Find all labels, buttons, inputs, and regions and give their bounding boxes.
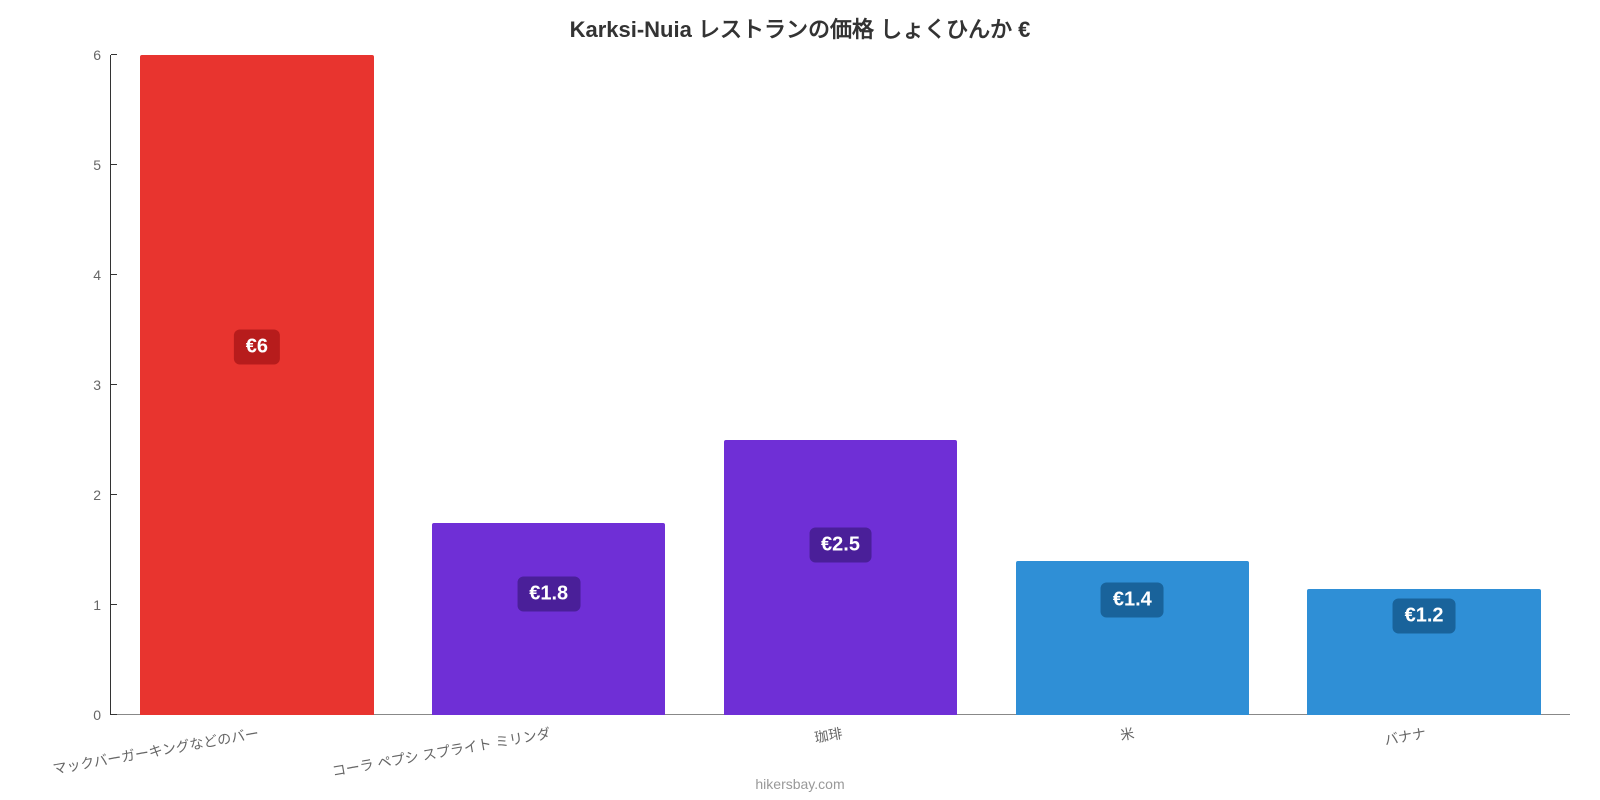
bar <box>724 440 957 715</box>
y-tick <box>111 604 117 605</box>
y-tick-label: 5 <box>93 157 111 173</box>
y-tick-label: 1 <box>93 597 111 613</box>
y-tick <box>111 164 117 165</box>
y-tick <box>111 494 117 495</box>
value-badge: €6 <box>234 329 280 364</box>
value-badge: €1.2 <box>1393 599 1456 634</box>
y-tick <box>111 714 117 715</box>
bar <box>432 523 665 716</box>
price-bar-chart: Karksi-Nuia レストランの価格 しょくひんか € 0123456€6マ… <box>0 0 1600 800</box>
value-badge: €1.4 <box>1101 582 1164 617</box>
x-tick-label: 米 <box>1119 723 1136 745</box>
x-tick-label: バナナ <box>1383 723 1428 750</box>
y-tick <box>111 274 117 275</box>
y-tick-label: 4 <box>93 267 111 283</box>
chart-title: Karksi-Nuia レストランの価格 しょくひんか € <box>0 12 1600 44</box>
y-tick <box>111 54 117 55</box>
credit-text: hikersbay.com <box>0 776 1600 792</box>
x-tick-label: コーラ ペプシ スプライト ミリンダ <box>330 723 552 781</box>
y-tick <box>111 384 117 385</box>
value-badge: €1.8 <box>517 577 580 612</box>
y-tick-label: 3 <box>93 377 111 393</box>
bar <box>140 55 373 715</box>
y-tick-label: 0 <box>93 707 111 723</box>
plot-area: 0123456€6マックバーガーキングなどのバー€1.8コーラ ペプシ スプライ… <box>110 55 1570 715</box>
y-tick-label: 2 <box>93 487 111 503</box>
value-badge: €2.5 <box>809 527 872 562</box>
y-tick-label: 6 <box>93 47 111 63</box>
x-tick-label: マックバーガーキングなどのバー <box>51 723 260 779</box>
x-tick-label: 珈琲 <box>813 723 844 748</box>
